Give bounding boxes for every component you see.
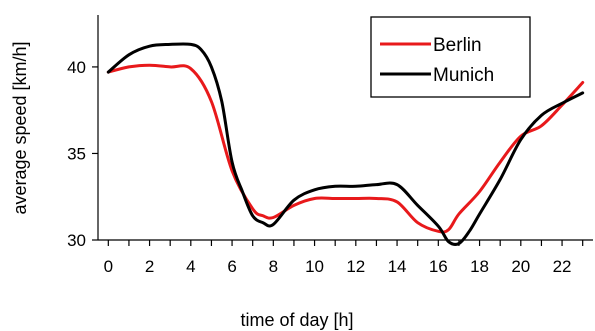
x-tick-label-12: 12: [346, 257, 365, 276]
x-tick-label-6: 6: [227, 257, 236, 276]
x-axis-label: time of day [h]: [240, 310, 353, 330]
series-layer: [106, 42, 585, 246]
legend-label-berlin: Berlin: [433, 35, 482, 56]
x-tick-label-18: 18: [470, 257, 489, 276]
legend-box: [370, 16, 531, 98]
x-tick-label-4: 4: [186, 257, 195, 276]
y-axis-label: average speed [km/h]: [10, 41, 30, 214]
y-tick-label-35: 35: [67, 144, 86, 163]
x-tick-label-16: 16: [429, 257, 448, 276]
x-tick-label-2: 2: [145, 257, 154, 276]
y-tick-label-40: 40: [67, 58, 86, 77]
series-line-munich: [106, 42, 585, 246]
legend-label-munich: Munich: [433, 65, 494, 86]
x-tick-label-22: 22: [553, 257, 572, 276]
x-tick-label-14: 14: [388, 257, 407, 276]
axes: 30 35 40 0 2 4 6 8 10 12 14 16 18 20 22: [67, 15, 593, 276]
x-tick-label-20: 20: [511, 257, 530, 276]
legend: Berlin Munich: [370, 16, 531, 98]
x-tick-label-8: 8: [269, 257, 278, 276]
series-line-berlin: [106, 63, 585, 234]
x-tick-label-10: 10: [305, 257, 324, 276]
x-tick-label-0: 0: [104, 257, 113, 276]
y-tick-label-30: 30: [67, 231, 86, 250]
